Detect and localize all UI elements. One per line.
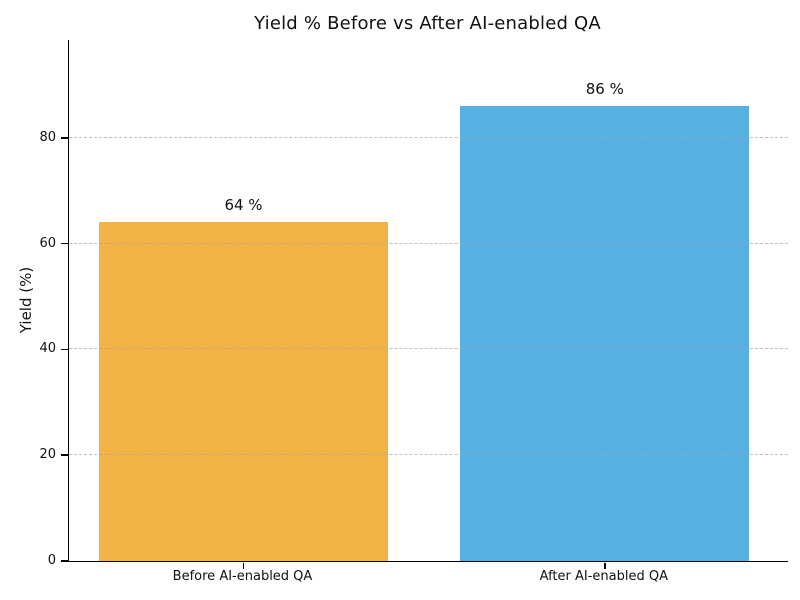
y-tick-mark [61, 560, 68, 562]
y-tick-label: 80 [39, 129, 56, 145]
x-tick-mark [242, 563, 245, 569]
bar-value-label: 64 % [224, 196, 263, 215]
gridline-y-40 [69, 348, 788, 350]
x-tick-label: Before AI-enabled QA [172, 569, 313, 584]
y-tick-mark [61, 348, 68, 351]
y-tick-mark [61, 137, 68, 139]
y-tick-label: 60 [39, 235, 56, 251]
y-tick-label: 40 [39, 341, 56, 357]
bar-before [98, 222, 389, 561]
x-tick-mark [604, 563, 606, 569]
gridline-y-20 [69, 454, 788, 456]
y-tick-label: 20 [39, 447, 56, 463]
gridline-y-60 [69, 242, 788, 244]
plot-area: 64 % 86 % [61, 40, 788, 569]
chart-title: Yield % Before vs After AI-enabled QA [254, 13, 601, 34]
x-tick-label: After AI-enabled QA [539, 569, 668, 584]
gridline-y-80 [69, 136, 788, 138]
y-tick-mark [61, 454, 68, 456]
y-axis-label: Yield (%) [17, 266, 35, 334]
bar-value-label: 86 % [585, 80, 624, 99]
y-tick-label: 0 [47, 553, 56, 568]
y-tick-mark [61, 242, 68, 245]
bar-after [460, 106, 750, 561]
